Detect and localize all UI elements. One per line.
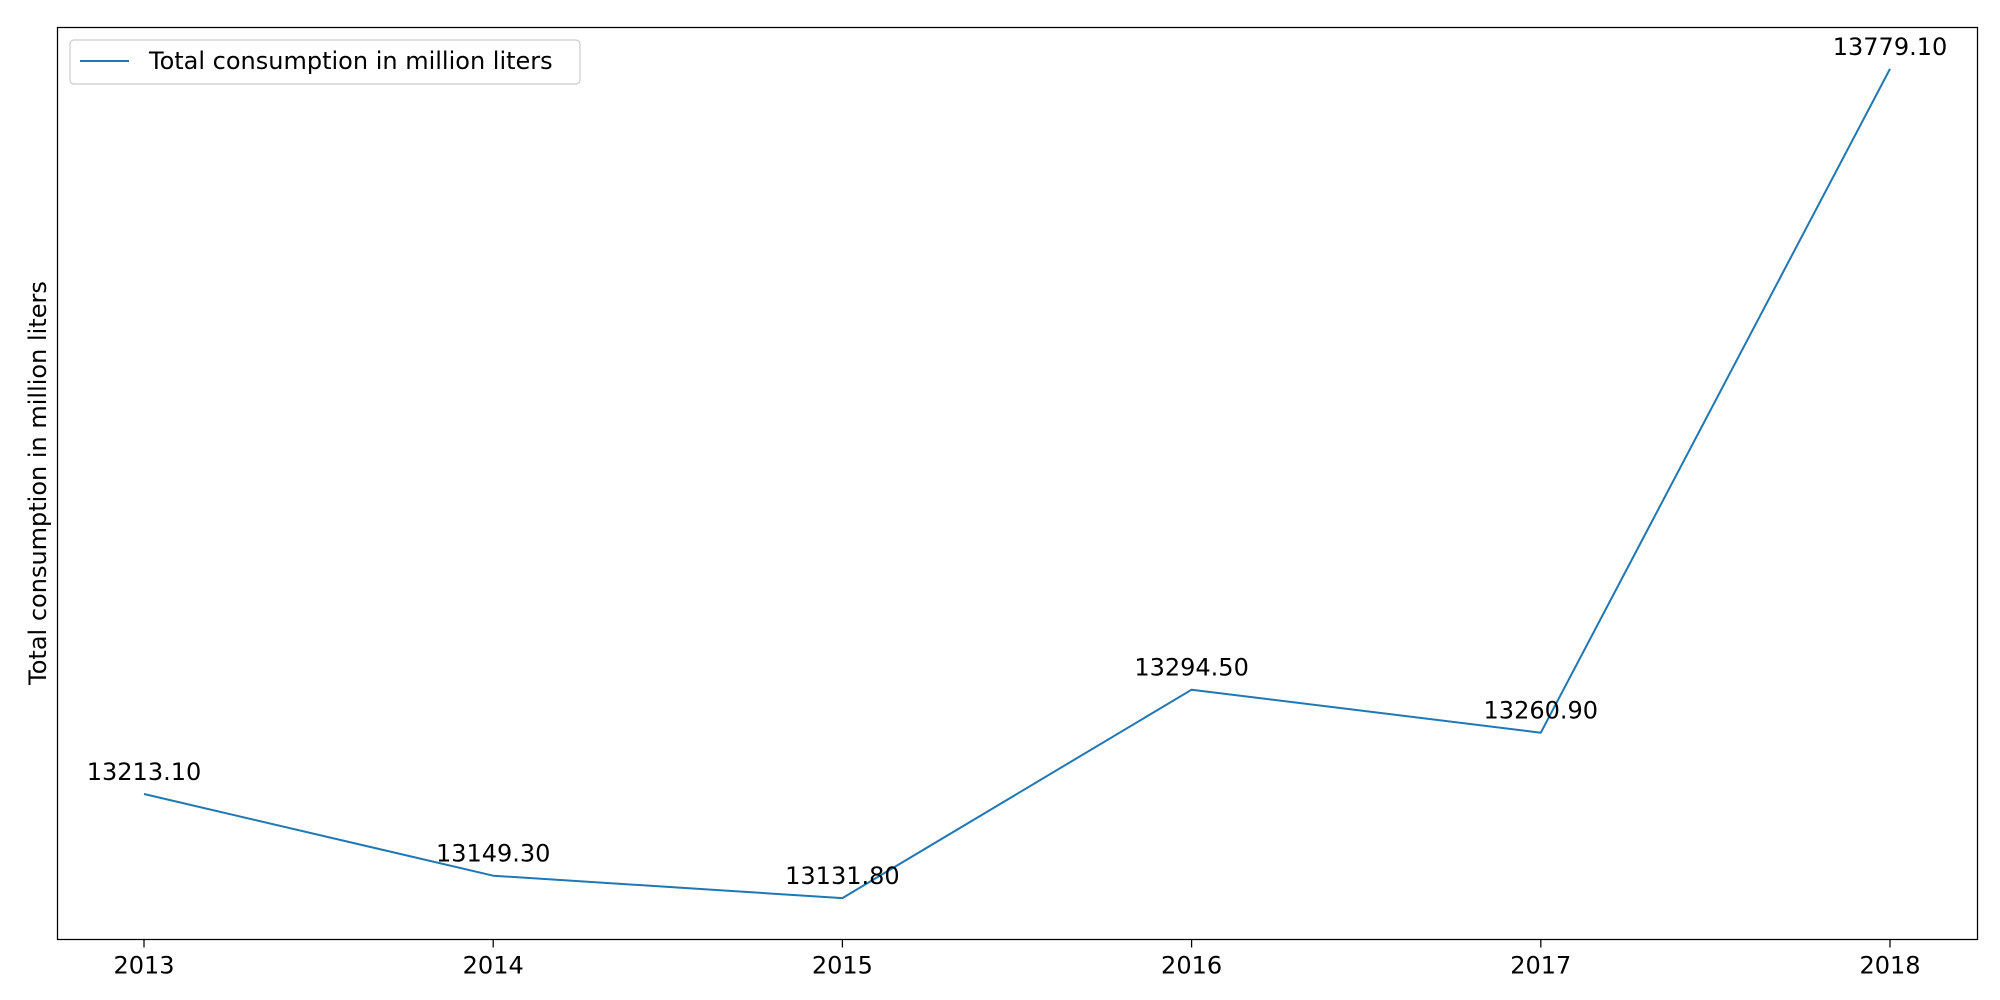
data-label: 13260.90 xyxy=(1484,697,1599,725)
legend-box xyxy=(69,39,581,85)
data-label: 13213.10 xyxy=(87,758,202,786)
x-tick-label: 2018 xyxy=(1859,952,1920,980)
x-axis: 2013 2014 2015 2016 2017 2018 xyxy=(113,939,1921,980)
x-tick-label: 2013 xyxy=(113,952,174,980)
data-label: 13131.80 xyxy=(785,862,900,890)
series-line xyxy=(143,68,1891,900)
data-label: 13149.30 xyxy=(436,840,551,868)
y-axis-label: Total consumption in million liters xyxy=(24,281,52,686)
data-label: 13779.10 xyxy=(1833,33,1948,61)
plot-frame xyxy=(56,26,1979,941)
legend-label: Total consumption in million liters xyxy=(148,47,553,75)
x-tick-label: 2017 xyxy=(1510,952,1571,980)
x-tick-label: 2015 xyxy=(812,952,873,980)
x-tick-label: 2014 xyxy=(463,952,524,980)
x-tick-label: 2016 xyxy=(1161,952,1222,980)
legend: Total consumption in million liters xyxy=(69,39,581,85)
data-labels: 13213.10 13149.30 13131.80 13294.50 13260.90… xyxy=(87,33,1948,890)
data-label: 13294.50 xyxy=(1134,654,1249,682)
